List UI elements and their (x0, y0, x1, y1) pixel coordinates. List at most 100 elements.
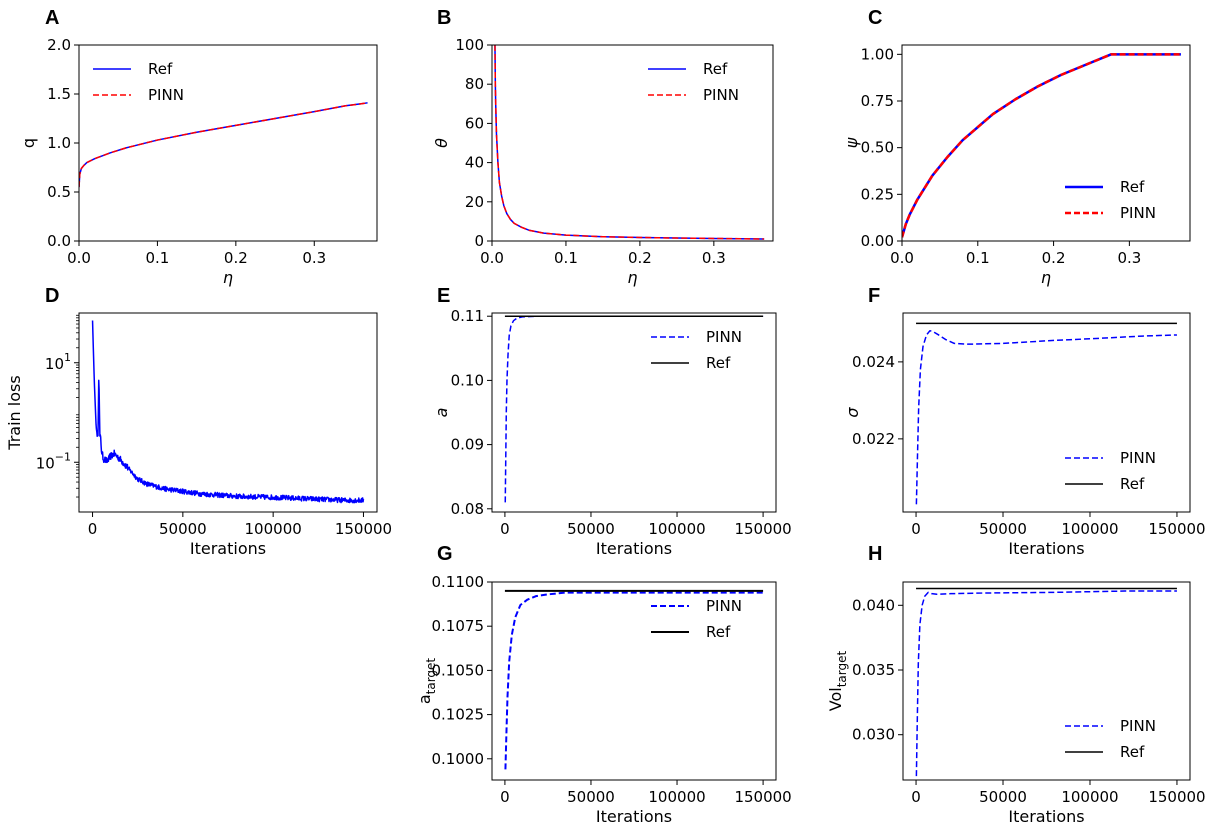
x-tick-label: 0.2 (1042, 249, 1066, 267)
axes-frame (78, 312, 378, 513)
legend-label-pinn: PINN (148, 86, 184, 104)
x-tick-label: 50000 (567, 788, 615, 806)
y-tick-label: 0.030 (852, 726, 895, 744)
legend-label-ref: Ref (1120, 475, 1145, 493)
legend-label-pinn: PINN (1120, 717, 1156, 735)
x-tick-label: 0.1 (966, 249, 990, 267)
y-tick-label: 60 (465, 114, 484, 132)
y-axis-label-subscript: target (424, 658, 438, 695)
panel-letter: D (45, 285, 59, 307)
y-tick-label: 0.1050 (432, 661, 485, 679)
series-line-pinn (915, 590, 1177, 777)
legend-label-ref: Ref (148, 60, 173, 78)
y-tick-base: 10 (45, 355, 64, 373)
series-line-pinn (504, 591, 764, 770)
plot-area (494, 45, 765, 240)
x-tick-label: 50000 (567, 520, 615, 538)
x-axis-label: Iterations (190, 539, 266, 558)
axes-frame (901, 44, 1191, 242)
plot-area (902, 53, 1181, 238)
series-line-pinn (902, 53, 1181, 238)
panel-b: B 0.0 0.1 0.2 0.3 0 20 40 60 80 100 η θ Ref PINN (432, 7, 774, 287)
y-tick-label: 0.1025 (432, 706, 485, 724)
y-axis-label-main: a (415, 694, 434, 704)
y-tick-exponent: −1 (55, 450, 71, 463)
plot-area (504, 315, 764, 503)
x-tick-label: 100000 (1061, 788, 1118, 806)
plot-area (915, 322, 1177, 505)
y-axis-label: θ (432, 138, 451, 148)
axes-frame (491, 44, 774, 242)
y-tick-label: 0.1075 (432, 617, 485, 635)
legend-label-ref: Ref (706, 623, 731, 641)
y-tick-label: 0.022 (852, 430, 895, 448)
legend-label-pinn: PINN (706, 328, 742, 346)
x-tick-label: 0.0 (890, 249, 914, 267)
y-tick-label: 0.035 (852, 661, 895, 679)
legend-label-pinn: PINN (706, 597, 742, 615)
y-axis-label-subscript: target (835, 651, 849, 688)
x-tick-label: 0.0 (480, 249, 504, 267)
y-axis-label: Voltarget (826, 651, 849, 712)
x-tick-label: 0 (500, 520, 510, 538)
y-tick-label: 0.25 (861, 185, 894, 203)
legend-label-ref: Ref (1120, 178, 1145, 196)
plot-area (79, 102, 368, 188)
x-tick-label: 0 (911, 520, 921, 538)
x-tick-label: 50000 (979, 788, 1027, 806)
x-tick-label: 0.0 (67, 249, 91, 267)
x-axis-label: Iterations (596, 807, 672, 826)
x-tick-label: 0.3 (302, 249, 326, 267)
legend-label-pinn: PINN (1120, 204, 1156, 222)
x-tick-label: 150000 (1148, 520, 1205, 538)
legend-label-ref: Ref (703, 60, 728, 78)
panel-g: G 0 50000 100000 150000 0.1000 0.1025 0.1050 0.1… (415, 543, 792, 826)
plot-area (504, 589, 764, 770)
x-tick-label: 100000 (1061, 520, 1118, 538)
y-tick-label: 0.040 (852, 596, 895, 614)
panel-c: C 0.0 0.1 0.2 0.3 0.00 0.25 0.50 0.75 1.00 η ψ Ref PI… (842, 7, 1191, 287)
series-line-pinn (915, 329, 1177, 505)
x-axis-label: η (627, 268, 637, 287)
y-tick-label: 1.00 (861, 45, 894, 63)
series-line-ref (79, 102, 368, 188)
series-line-pinn (79, 102, 368, 188)
x-tick-label: 50000 (979, 520, 1027, 538)
axes-frame (491, 312, 777, 513)
x-axis-label: Iterations (1008, 807, 1084, 826)
panel-f: F 0 50000 100000 150000 0.022 0.024 Iterations σ… (843, 285, 1206, 558)
x-tick-label: 0.3 (702, 249, 726, 267)
y-tick-label: 0.00 (861, 232, 894, 250)
x-tick-label: 150000 (734, 520, 791, 538)
y-tick-exponent: 1 (64, 351, 71, 364)
x-tick-label: 50000 (159, 520, 207, 538)
panel-letter: A (45, 7, 59, 29)
x-tick-label: 0.2 (628, 249, 652, 267)
x-tick-label: 100000 (648, 520, 705, 538)
x-tick-label: 150000 (1148, 788, 1205, 806)
legend-label-ref: Ref (706, 354, 731, 372)
panel-letter: B (437, 7, 451, 29)
x-tick-label: 0.1 (145, 249, 169, 267)
panel-letter: E (437, 285, 450, 307)
series-line-pinn (494, 45, 765, 240)
panel-letter: H (868, 543, 882, 565)
x-tick-label: 100000 (245, 520, 302, 538)
y-axis-label: atarget (415, 658, 438, 705)
y-tick-label: 0.08 (451, 500, 484, 518)
x-axis-label: η (223, 268, 233, 287)
panel-a: A 0.0 0.1 0.2 0.3 0.0 0.5 1.0 1.5 2.0 η q Ref PINN (19, 7, 378, 287)
x-tick-label: 0.3 (1117, 249, 1141, 267)
y-tick-label: 0 (474, 232, 484, 250)
panel-letter: G (437, 543, 453, 565)
y-tick-label: 0.11 (451, 307, 484, 325)
plot-area (91, 320, 365, 504)
axes-frame (78, 44, 378, 242)
y-tick-label: 101 (45, 351, 71, 373)
panel-letter: C (868, 7, 882, 29)
panel-e: E 0 50000 100000 150000 0.08 0.09 0.10 0.11 Itera… (432, 285, 792, 558)
axes-frame (902, 581, 1191, 781)
axes-frame (902, 312, 1191, 513)
x-axis-label: η (1041, 268, 1051, 287)
